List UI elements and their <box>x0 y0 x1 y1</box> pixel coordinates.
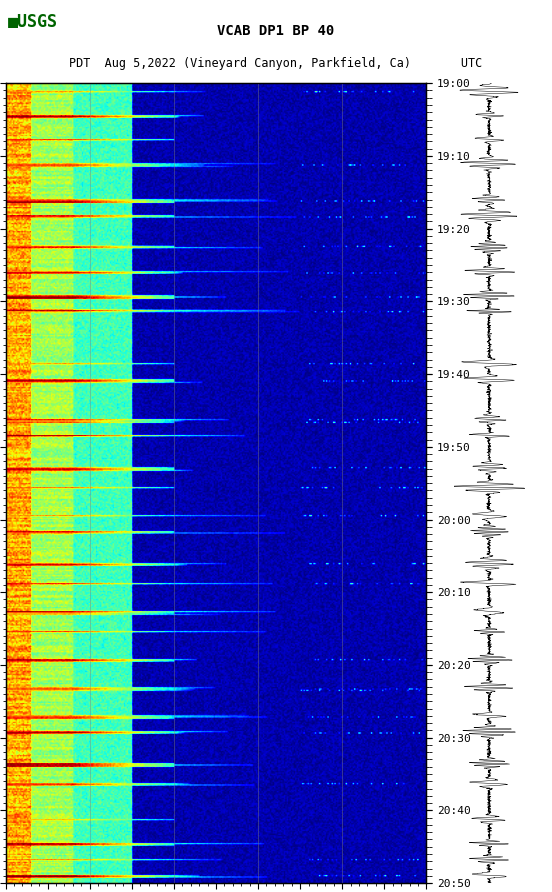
Text: ■USGS: ■USGS <box>8 12 58 30</box>
Text: PDT  Aug 5,2022 (Vineyard Canyon, Parkfield, Ca)       UTC: PDT Aug 5,2022 (Vineyard Canyon, Parkfie… <box>70 57 482 70</box>
Text: VCAB DP1 BP 40: VCAB DP1 BP 40 <box>217 24 335 37</box>
